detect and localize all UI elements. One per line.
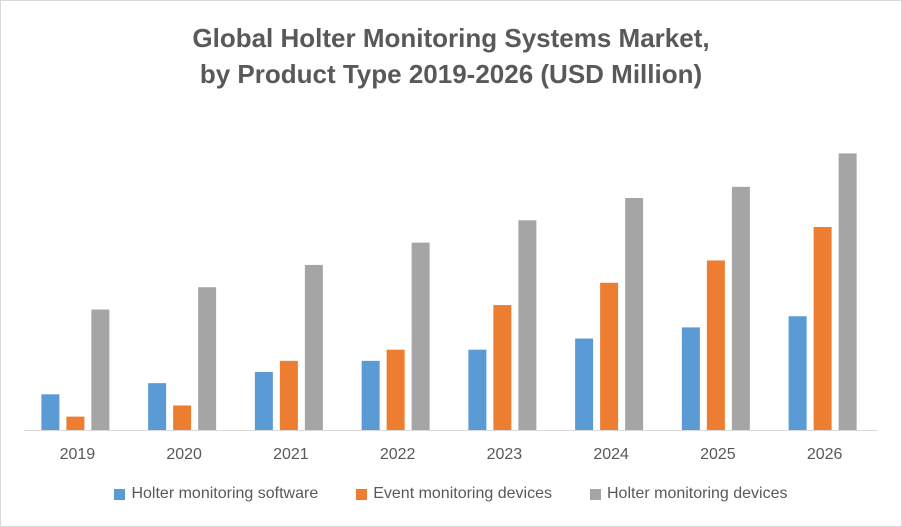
bar-holter-software-2020 [148, 383, 167, 430]
bar-holter-devices-2021 [304, 264, 323, 430]
x-axis-ticks: 2019 2020 2021 2022 2023 2024 2025 2026 [60, 446, 843, 463]
bar-event-devices-2022 [386, 349, 405, 430]
chart-title: Global Holter Monitoring Systems Market,… [0, 20, 902, 92]
bar-holter-software-2021 [254, 372, 273, 430]
chart-title-line-2: by Product Type 2019-2026 (USD Million) [199, 59, 703, 89]
bar-event-devices-2020 [173, 405, 192, 430]
bar-chart: 2019 2020 2021 2022 2023 2024 2025 2026 [24, 153, 878, 463]
bar-holter-software-2024 [575, 338, 594, 430]
x-tick-label-2024: 2024 [593, 446, 629, 463]
legend-swatch-holter-software [114, 488, 126, 500]
x-tick-label-2026: 2026 [807, 446, 843, 463]
legend-item-holter-devices: Holter monitoring devices [589, 484, 788, 504]
bar-event-devices-2019 [66, 416, 85, 430]
bar-holter-software-2019 [41, 394, 60, 430]
bar-event-devices-2025 [706, 260, 725, 430]
bar-holter-devices-2025 [731, 186, 750, 430]
bar-group [41, 153, 857, 430]
legend-label-holter-devices: Holter monitoring devices [606, 485, 788, 502]
x-tick-label-2023: 2023 [487, 446, 523, 463]
bar-holter-software-2023 [468, 349, 487, 430]
x-tick-label-2020: 2020 [166, 446, 202, 463]
x-tick-label-2019: 2019 [60, 446, 96, 463]
legend-item-event-devices: Event monitoring devices [356, 484, 552, 504]
bar-holter-devices-2026 [838, 153, 857, 430]
legend: Holter monitoring software Event monitor… [0, 484, 902, 504]
bar-holter-software-2026 [788, 316, 807, 430]
x-tick-label-2025: 2025 [700, 446, 736, 463]
bar-holter-devices-2023 [518, 220, 537, 430]
legend-swatch-event-devices [356, 488, 368, 500]
legend-label-holter-software: Holter monitoring software [131, 485, 319, 502]
x-tick-label-2021: 2021 [273, 446, 309, 463]
bar-event-devices-2026 [813, 227, 832, 430]
bar-holter-software-2022 [361, 360, 380, 430]
x-tick-label-2022: 2022 [380, 446, 416, 463]
bar-holter-software-2025 [681, 327, 700, 430]
bar-event-devices-2024 [600, 282, 619, 430]
legend-label-event-devices: Event monitoring devices [373, 485, 552, 502]
legend-item-holter-software: Holter monitoring software [114, 484, 318, 504]
bar-event-devices-2021 [279, 360, 298, 430]
chart-title-line-1: Global Holter Monitoring Systems Market, [192, 23, 710, 53]
bar-holter-devices-2024 [625, 198, 644, 430]
bar-event-devices-2023 [493, 305, 512, 430]
bar-holter-devices-2022 [411, 242, 430, 430]
bar-holter-devices-2020 [198, 287, 217, 430]
legend-swatch-holter-devices [589, 488, 601, 500]
bar-holter-devices-2019 [91, 309, 110, 430]
